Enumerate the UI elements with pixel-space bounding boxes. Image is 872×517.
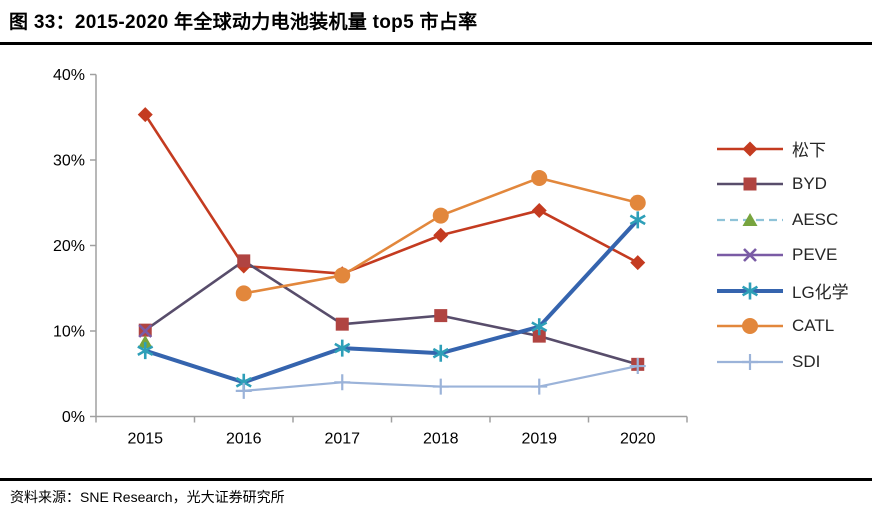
legend-swatch-catl [717,318,783,335]
y-tick-label: 30% [53,153,85,170]
y-tick-label: 10% [53,324,85,341]
circle-marker [531,169,548,186]
chart-legend: 松下 BYD AESC PEVE LG化学 CATL SDI [716,131,849,380]
square-marker [335,317,349,331]
x-marker [138,324,153,338]
circle-marker [235,285,252,302]
triangle-marker [742,212,758,226]
circle-marker [742,318,758,335]
legend-item-panasonic: 松下 [716,131,849,167]
series-panasonic [137,107,646,282]
series-sdi [235,358,646,399]
plus-marker [334,374,351,391]
source-note: 资料来源：SNE Research，光大证券研究所 [10,489,285,505]
legend-label-catl: CATL [792,316,835,336]
legend-item-aesc: AESC [716,202,849,238]
series-line [144,259,639,366]
diamond-marker [742,141,758,157]
legend-swatch-peve [717,248,783,263]
x-tick-label: 2018 [423,431,459,448]
legend-item-catl: CATL [716,309,849,345]
legend-label-byd: BYD [792,174,827,194]
series-line [144,113,639,276]
asterisk-marker [629,211,646,229]
circle-marker [629,194,646,211]
series-peve [138,324,153,338]
x-tick-label: 2015 [127,431,163,448]
triangle-marker [137,335,153,349]
legend-item-byd: BYD [716,167,849,203]
diamond-marker [630,255,646,271]
diamond-marker [137,107,153,123]
plus-marker [629,358,646,375]
legend-swatch-aesc [717,212,783,226]
legend-label-peve: PEVE [792,245,838,265]
circle-marker [432,207,449,224]
series-catl [235,169,646,302]
series-byd [138,254,645,371]
circle-marker [334,267,351,284]
y-tick-label: 20% [53,238,85,255]
series-lg-chem [137,211,646,391]
square-marker [532,329,546,343]
square-marker [434,309,448,323]
legend-swatch-lg-chem [717,282,783,300]
x-tick-label: 2017 [324,431,360,448]
square-marker [743,177,757,191]
chart-canvas: 0% 10% 20% 30% 40% 2015 2016 2017 2018 2019 2020 [53,67,688,448]
legend-label-sdi: SDI [792,351,821,371]
x-tick-label: 2020 [620,431,656,448]
plus-marker [531,378,548,395]
y-tick-label: 0% [62,409,85,426]
footer-divider [0,478,872,481]
asterisk-marker [137,342,154,360]
x-tick-label: 2019 [521,431,557,448]
x-tick-label: 2016 [226,431,262,448]
legend-label-aesc: AESC [792,209,839,229]
plus-marker [235,382,252,399]
asterisk-marker [432,344,449,362]
legend-label-lg-chem: LG化学 [792,283,849,303]
plus-marker [742,353,758,370]
y-tick-label: 40% [53,67,85,84]
asterisk-marker [334,339,351,357]
series-aesc [137,335,153,349]
legend-label-panasonic: 松下 [792,141,826,161]
diamond-marker [531,202,547,218]
legend-item-lg-chem: LG化学 [716,273,849,309]
diamond-marker [433,227,449,243]
series-line [144,218,640,385]
legend-item-peve: PEVE [716,238,849,274]
legend-swatch-sdi [717,353,783,370]
legend-swatch-byd [717,177,783,191]
asterisk-marker [531,318,548,336]
title-divider [0,42,872,45]
asterisk-marker [741,282,759,300]
square-marker [237,254,251,268]
x-marker [743,248,757,263]
legend-swatch-panasonic [717,141,783,157]
plus-marker [432,378,449,395]
figure-title: 图 33：2015-2020 年全球动力电池装机量 top5 市占率 [9,12,478,33]
legend-item-sdi: SDI [716,344,849,380]
